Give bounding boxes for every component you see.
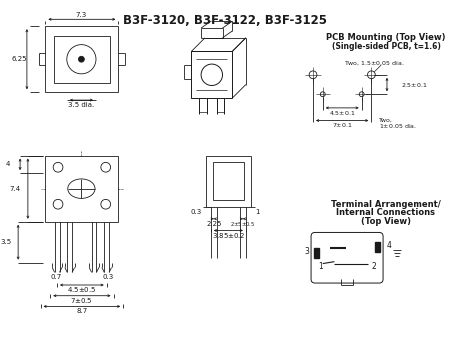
- Bar: [213, 162, 244, 200]
- Text: Two, 1.5$\pm$0.05 dia.: Two, 1.5$\pm$0.05 dia.: [344, 59, 404, 67]
- Bar: [46, 156, 118, 222]
- Text: 2: 2: [372, 262, 376, 271]
- Text: 7$\pm$0.1: 7$\pm$0.1: [332, 121, 353, 130]
- Bar: [375, 242, 380, 252]
- Text: 0.3: 0.3: [102, 274, 113, 280]
- Text: 0.7: 0.7: [50, 274, 62, 280]
- Bar: [191, 51, 232, 98]
- Text: 6.25: 6.25: [11, 56, 27, 62]
- Text: 3: 3: [304, 247, 309, 256]
- Text: 1: 1: [255, 209, 260, 215]
- Bar: [206, 156, 251, 207]
- Text: Internal Connections: Internal Connections: [337, 208, 436, 218]
- Text: 2$\pm$5$\pm$0.5: 2$\pm$5$\pm$0.5: [230, 220, 255, 228]
- Text: 7.3: 7.3: [76, 12, 87, 18]
- Bar: [314, 248, 319, 258]
- Text: 4: 4: [6, 161, 10, 167]
- Bar: [46, 26, 118, 92]
- Text: 7$\pm$0.5: 7$\pm$0.5: [71, 296, 93, 305]
- Bar: [54, 36, 109, 83]
- Text: 1: 1: [318, 262, 323, 271]
- Text: 4.5$\pm$0.1: 4.5$\pm$0.1: [329, 109, 356, 117]
- Text: 8.7: 8.7: [76, 308, 88, 314]
- Text: Terminal Arrangement/: Terminal Arrangement/: [331, 200, 441, 209]
- Text: PCB Mounting (Top View): PCB Mounting (Top View): [326, 33, 446, 42]
- Text: 4: 4: [387, 241, 392, 250]
- Text: 3.85$\pm$0.2: 3.85$\pm$0.2: [212, 231, 245, 240]
- Text: 2.5$\pm$0.1: 2.5$\pm$0.1: [401, 81, 427, 88]
- Text: (Single-sided PCB, t=1.6): (Single-sided PCB, t=1.6): [331, 42, 440, 51]
- Text: 1$\pm$0.05 dia.: 1$\pm$0.05 dia.: [379, 122, 417, 130]
- Text: 3.5: 3.5: [0, 239, 11, 245]
- Circle shape: [79, 56, 84, 62]
- Text: 0.3: 0.3: [191, 209, 202, 215]
- Text: B3F-3120, B3F-3122, B3F-3125: B3F-3120, B3F-3122, B3F-3125: [123, 14, 327, 27]
- Text: 3.5 dia.: 3.5 dia.: [68, 102, 94, 108]
- Text: (Top View): (Top View): [361, 217, 411, 226]
- Text: 2.25: 2.25: [206, 221, 221, 227]
- Text: Two,: Two,: [379, 118, 393, 123]
- Text: 7.4: 7.4: [9, 186, 20, 191]
- Text: 4.5$\pm$0.5: 4.5$\pm$0.5: [67, 285, 97, 294]
